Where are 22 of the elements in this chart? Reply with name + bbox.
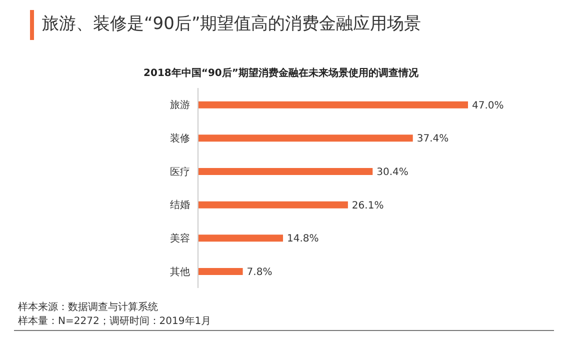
y-tick-label: 结婚 — [170, 199, 190, 212]
y-tick-label: 其他 — [170, 266, 190, 278]
bar — [198, 268, 243, 275]
bar — [198, 234, 284, 242]
y-tick-label: 旅游 — [170, 99, 190, 112]
data-label: 37.4% — [416, 134, 449, 145]
y-tick-label: 装修 — [170, 132, 190, 145]
text: 样本量：N=2272；调研时间：2019年1月 — [18, 314, 212, 328]
data-label: 30.4% — [376, 167, 408, 178]
chart-subtitle: 2018年中国“90后”期望消费金融在未来场景使用的调查情况 — [142, 66, 420, 80]
bar — [198, 134, 413, 142]
y-tick-label: 美容 — [170, 232, 190, 245]
bar — [198, 201, 348, 208]
chart-title: 旅游、装修是“90后”期望值高的消费金融应用场景 — [42, 13, 422, 35]
text: 样本来源：数据调查与计算系统 — [18, 300, 158, 314]
data-label: 26.1% — [352, 200, 384, 212]
data-label: 14.8% — [287, 234, 319, 245]
data-label: 47.0% — [472, 100, 504, 112]
bar — [198, 168, 373, 175]
bar — [198, 101, 468, 108]
data-label: 7.8% — [246, 267, 272, 278]
y-tick-label: 医疗 — [170, 166, 190, 178]
